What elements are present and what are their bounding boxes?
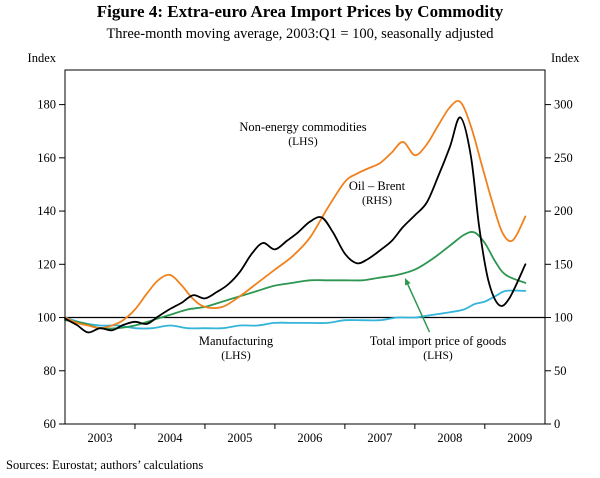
- x-axis-year-label: 2007: [367, 431, 392, 445]
- right-axis-tick-label: 50: [554, 364, 567, 378]
- total-import-price-label: Total import price of goods: [370, 334, 507, 348]
- right-axis-tick-label: 250: [554, 151, 573, 165]
- non-energy-commodities-label: Non-energy commodities: [239, 120, 366, 134]
- x-axis-year-label: 2008: [437, 431, 462, 445]
- right-axis-tick-label: 0: [554, 417, 560, 431]
- annotation-oil-brent: Oil – Brent (RHS): [349, 179, 406, 207]
- left-axis-tick-label: 180: [37, 98, 56, 112]
- left-axis: 180 160 140 120 100 80 60: [37, 98, 65, 431]
- oil-brent-axis-tag: (RHS): [362, 195, 392, 207]
- oil-brent-label: Oil – Brent: [349, 179, 406, 193]
- manufacturing-axis-tag: (LHS): [221, 350, 251, 362]
- left-axis-tick-label: 120: [37, 257, 56, 271]
- series-manufacturing: [64, 289, 527, 330]
- total-import-price-arrow-line: [406, 282, 431, 333]
- manufacturing-label: Manufacturing: [199, 334, 274, 348]
- source-note: Sources: Eurostat; authors’ calculations: [6, 458, 203, 472]
- total-import-price-arrow-head-icon: [405, 278, 411, 286]
- plot-area: 180 160 140 120 100 80 60 300 250 200 150 100 50 0 200…: [37, 69, 573, 445]
- annotation-non-energy-commodities: Non-energy commodities (LHS): [239, 120, 366, 148]
- left-axis-tick-label: 160: [37, 151, 56, 165]
- x-axis-year-label: 2006: [297, 431, 322, 445]
- plot-frame: [64, 69, 546, 425]
- right-axis-tick-label: 300: [554, 98, 573, 112]
- annotation-total-import-price: Total import price of goods (LHS): [370, 278, 507, 362]
- left-axis-tick-label: 60: [44, 417, 57, 431]
- total-import-price-axis-tag: (LHS): [423, 350, 453, 362]
- figure-title: Figure 4: Extra-euro Area Import Prices …: [97, 2, 504, 21]
- series-oil-brent: [64, 116, 527, 334]
- series-total-import-price-of-goods: [64, 231, 527, 330]
- right-axis-tick-label: 200: [554, 204, 573, 218]
- right-axis-unit-label: Index: [551, 51, 580, 65]
- right-axis-tick-label: 150: [554, 257, 573, 271]
- non-energy-commodities-axis-tag: (LHS): [288, 136, 318, 148]
- x-axis-year-label: 2004: [157, 431, 183, 445]
- left-axis-tick-label: 140: [37, 204, 56, 218]
- series-non-energy-commodities: [64, 99, 527, 330]
- x-axis-year-label: 2005: [227, 431, 252, 445]
- left-axis-tick-label: 80: [44, 364, 57, 378]
- left-axis-unit-label: Index: [28, 51, 57, 65]
- x-axis-year-label: 2009: [507, 431, 532, 445]
- x-axis: 2003 2004 2005 2006 2007 2008 2009: [87, 424, 532, 445]
- right-axis-tick-label: 100: [554, 311, 573, 325]
- right-axis: 300 250 200 150 100 50 0: [545, 98, 573, 431]
- annotation-manufacturing: Manufacturing (LHS): [199, 334, 274, 362]
- figure-subtitle: Three-month moving average, 2003:Q1 = 10…: [106, 26, 494, 42]
- x-axis-year-label: 2003: [87, 431, 112, 445]
- series-lines: [64, 99, 527, 334]
- left-axis-tick-label: 100: [37, 311, 56, 325]
